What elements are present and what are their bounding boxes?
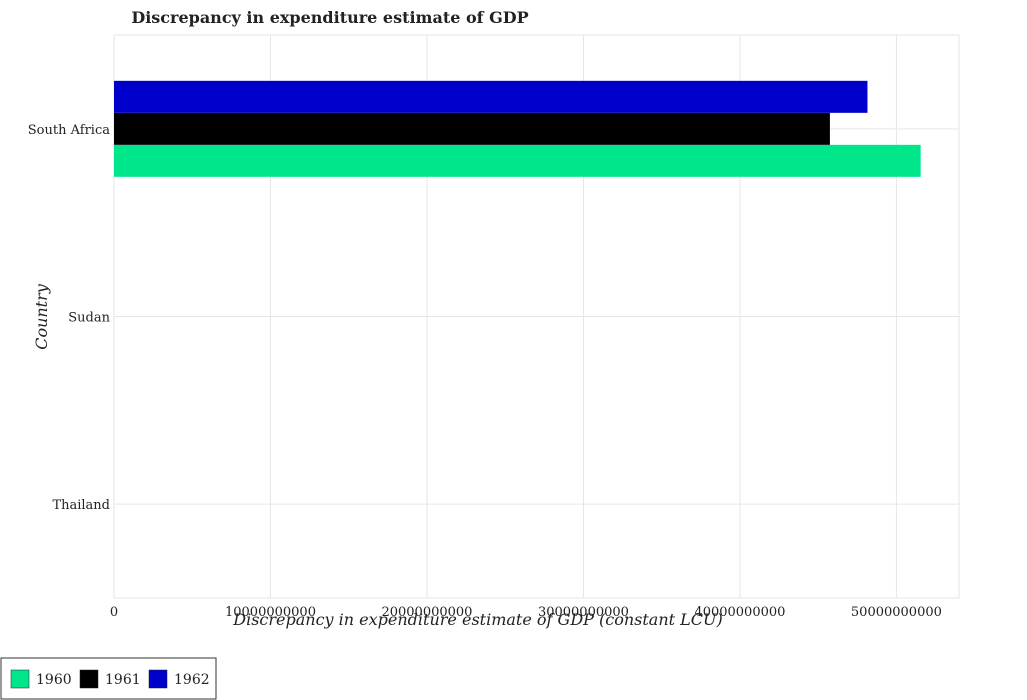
axes: 0 10000000000 20000000000 30000000000 400000… [28, 123, 942, 620]
legend-swatch [10, 669, 30, 689]
y-tick-label: Thailand [52, 498, 110, 513]
y-axis-title: Country [32, 283, 51, 350]
legend-box [0, 657, 217, 700]
legend-swatch [148, 669, 168, 689]
legend-label: 1960 [36, 672, 72, 688]
legend: 1960 1961 1962 [0, 657, 217, 700]
chart-title: Discrepancy in expenditure estimate of G… [131, 8, 528, 27]
x-axis-title: Discrepancy in expenditure estimate of G… [232, 610, 722, 629]
y-tick-label: South Africa [28, 123, 110, 138]
y-tick-label: Sudan [68, 311, 110, 326]
legend-label: 1962 [174, 672, 210, 688]
x-tick-label: 0 [110, 605, 118, 620]
x-tick-label: 40000000000 [694, 605, 785, 620]
legend-label: 1961 [105, 672, 141, 688]
x-tick-label: 50000000000 [851, 605, 942, 620]
bar-1962 [114, 80, 868, 113]
legend-swatch [79, 669, 99, 689]
x-tick-label: 10000000000 [225, 605, 316, 620]
x-tick-label: 20000000000 [381, 605, 472, 620]
bars [114, 80, 921, 177]
bar-1960 [114, 144, 921, 177]
x-tick-label: 30000000000 [538, 605, 629, 620]
bar-1961 [114, 112, 830, 145]
